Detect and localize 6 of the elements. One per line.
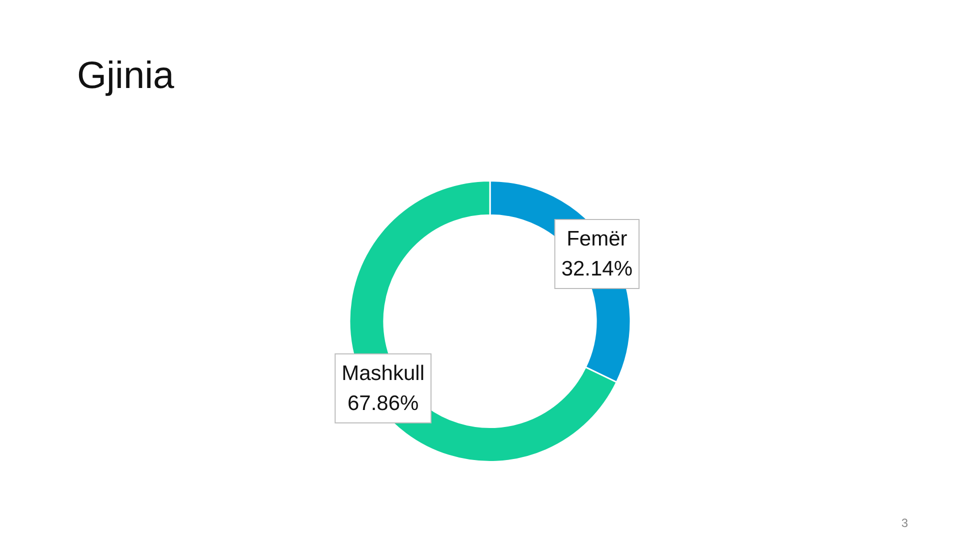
data-label: 32.14% — [561, 258, 633, 281]
text: 3 — [901, 516, 908, 530]
chart-title: Gjinia — [77, 55, 176, 97]
data-label: 67.86% — [347, 392, 419, 415]
slice-label: Mashkull — [342, 362, 425, 385]
slice-label: Femër — [566, 228, 628, 251]
